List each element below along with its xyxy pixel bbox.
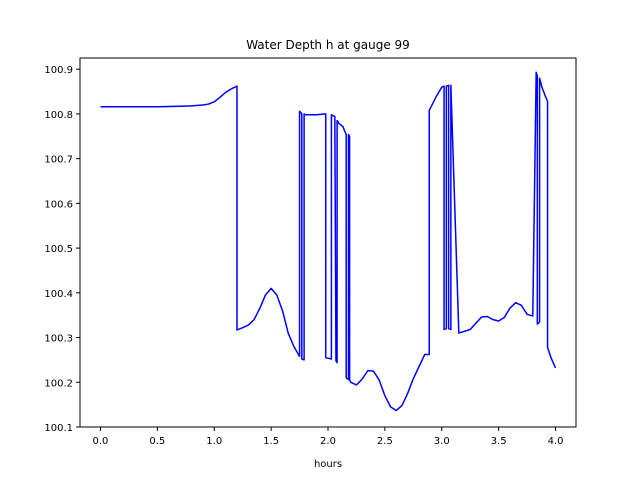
x-tick-label: 0.5	[149, 436, 165, 447]
y-tick-label: 100.4	[44, 289, 73, 300]
x-tick-label: 1.0	[206, 436, 222, 447]
y-tick-label: 100.6	[44, 199, 73, 210]
plot-layer	[100, 71, 557, 412]
y-axis-ticks: 100.1 100.2 100.3 100.4 100.5 100.6 100.7 100.8…	[44, 65, 80, 434]
y-tick-label: 100.2	[44, 378, 73, 389]
x-tick-label: 3.5	[491, 436, 507, 447]
x-tick-label: 4.0	[548, 436, 564, 447]
y-tick-label: 100.8	[44, 110, 73, 121]
x-axis-ticks: 0.0 0.5 1.0 1.5 2.0 2.5 3.0 3.5 4.0	[93, 427, 564, 447]
series-line	[100, 71, 557, 412]
x-tick-label: 1.5	[263, 436, 279, 447]
x-tick-label: 3.0	[434, 436, 450, 447]
y-tick-label: 100.1	[44, 423, 73, 434]
chart-title: Water Depth h at gauge 99	[246, 38, 410, 52]
y-tick-label: 100.5	[44, 244, 73, 255]
y-tick-label: 100.3	[44, 334, 73, 345]
y-tick-label: 100.9	[44, 65, 73, 76]
x-tick-label: 2.5	[377, 436, 393, 447]
x-tick-label: 0.0	[93, 436, 109, 447]
x-axis-label: hours	[314, 459, 342, 470]
y-tick-label: 100.7	[44, 155, 73, 166]
x-tick-label: 2.0	[320, 436, 336, 447]
